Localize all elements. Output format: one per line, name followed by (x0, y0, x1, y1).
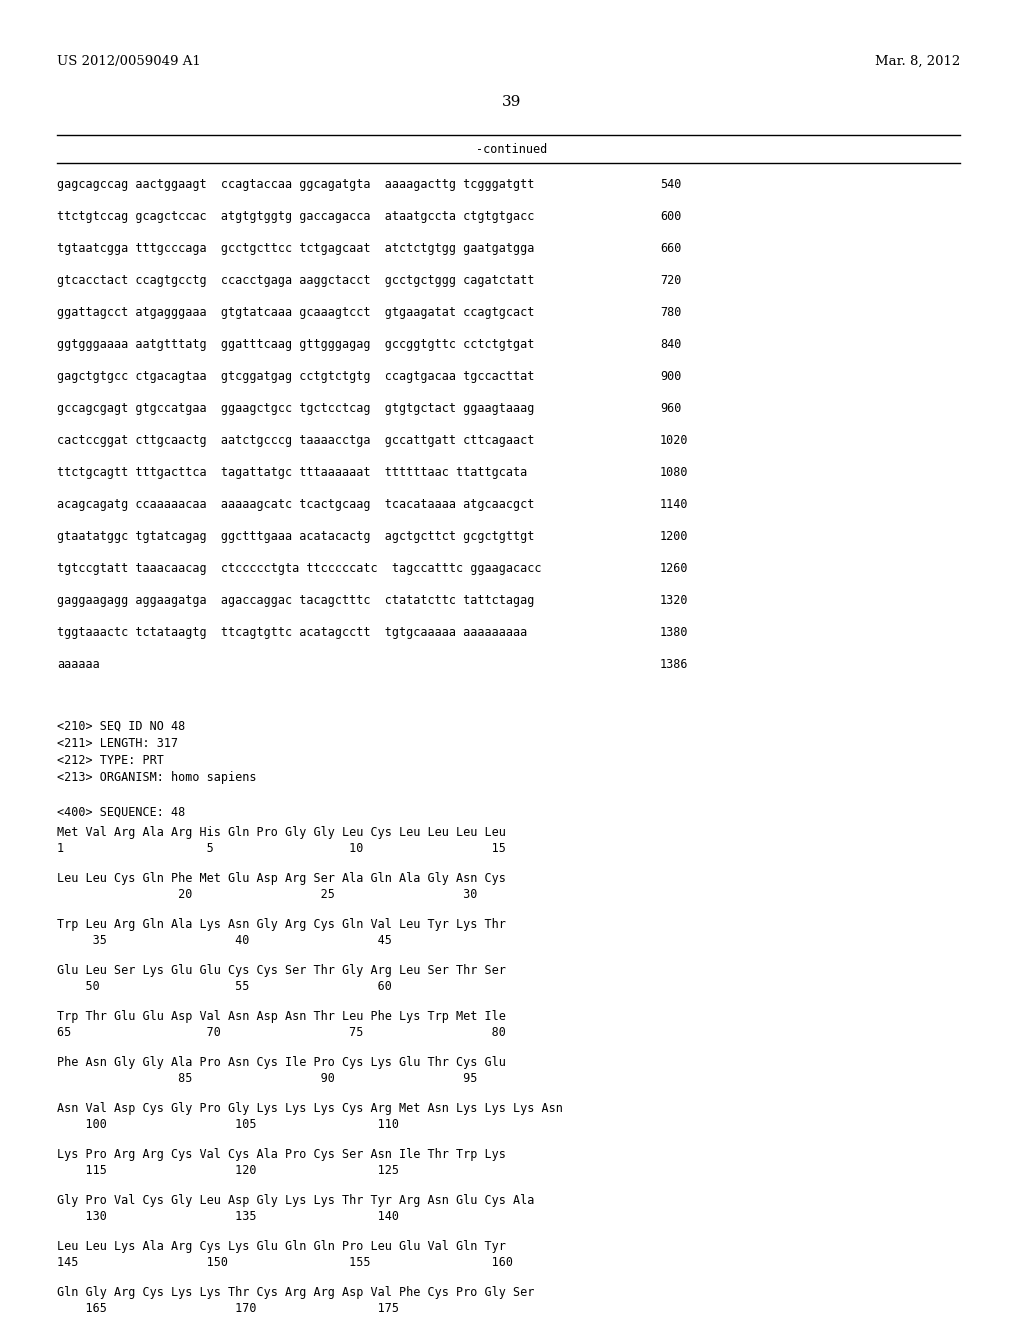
Text: Gly Pro Val Cys Gly Leu Asp Gly Lys Lys Thr Tyr Arg Asn Glu Cys Ala: Gly Pro Val Cys Gly Leu Asp Gly Lys Lys … (57, 1195, 535, 1206)
Text: 165                  170                 175: 165 170 175 (57, 1302, 399, 1315)
Text: 115                  120                 125: 115 120 125 (57, 1164, 399, 1177)
Text: ggattagcct atgagggaaa  gtgtatcaaa gcaaagtcct  gtgaagatat ccagtgcact: ggattagcct atgagggaaa gtgtatcaaa gcaaagt… (57, 306, 535, 319)
Text: Asn Val Asp Cys Gly Pro Gly Lys Lys Lys Cys Arg Met Asn Lys Lys Lys Asn: Asn Val Asp Cys Gly Pro Gly Lys Lys Lys … (57, 1102, 563, 1115)
Text: 1260: 1260 (660, 562, 688, 576)
Text: 145                  150                 155                 160: 145 150 155 160 (57, 1257, 513, 1269)
Text: 39: 39 (503, 95, 521, 110)
Text: 780: 780 (660, 306, 681, 319)
Text: tgtccgtatt taaacaacag  ctccccctgta ttcccccatc  tagccatttc ggaagacacc: tgtccgtatt taaacaacag ctccccctgta ttcccc… (57, 562, 542, 576)
Text: 35                  40                  45: 35 40 45 (57, 935, 392, 946)
Text: gagcagccag aactggaagt  ccagtaccaa ggcagatgta  aaaagacttg tcgggatgtt: gagcagccag aactggaagt ccagtaccaa ggcagat… (57, 178, 535, 191)
Text: tggtaaactc tctataagtg  ttcagtgttc acatagcctt  tgtgcaaaaa aaaaaaaaa: tggtaaactc tctataagtg ttcagtgttc acatagc… (57, 626, 527, 639)
Text: <210> SEQ ID NO 48: <210> SEQ ID NO 48 (57, 719, 185, 733)
Text: 1320: 1320 (660, 594, 688, 607)
Text: 900: 900 (660, 370, 681, 383)
Text: Glu Leu Ser Lys Glu Glu Cys Cys Ser Thr Gly Arg Leu Ser Thr Ser: Glu Leu Ser Lys Glu Glu Cys Cys Ser Thr … (57, 964, 506, 977)
Text: ttctgtccag gcagctccac  atgtgtggtg gaccagacca  ataatgccta ctgtgtgacc: ttctgtccag gcagctccac atgtgtggtg gaccaga… (57, 210, 535, 223)
Text: ggtgggaaaa aatgtttatg  ggatttcaag gttgggagag  gccggtgttc cctctgtgat: ggtgggaaaa aatgtttatg ggatttcaag gttggga… (57, 338, 535, 351)
Text: US 2012/0059049 A1: US 2012/0059049 A1 (57, 55, 201, 69)
Text: 130                  135                 140: 130 135 140 (57, 1210, 399, 1224)
Text: 50                   55                  60: 50 55 60 (57, 979, 392, 993)
Text: 540: 540 (660, 178, 681, 191)
Text: 1386: 1386 (660, 657, 688, 671)
Text: tgtaatcgga tttgcccaga  gcctgcttcc tctgagcaat  atctctgtgg gaatgatgga: tgtaatcgga tttgcccaga gcctgcttcc tctgagc… (57, 242, 535, 255)
Text: <211> LENGTH: 317: <211> LENGTH: 317 (57, 737, 178, 750)
Text: 720: 720 (660, 275, 681, 286)
Text: 100                  105                 110: 100 105 110 (57, 1118, 399, 1131)
Text: <213> ORGANISM: homo sapiens: <213> ORGANISM: homo sapiens (57, 771, 256, 784)
Text: 1020: 1020 (660, 434, 688, 447)
Text: 600: 600 (660, 210, 681, 223)
Text: ttctgcagtt tttgacttca  tagattatgc tttaaaaaat  ttttttaac ttattgcata: ttctgcagtt tttgacttca tagattatgc tttaaaa… (57, 466, 527, 479)
Text: 1200: 1200 (660, 531, 688, 543)
Text: 1140: 1140 (660, 498, 688, 511)
Text: gtaatatggc tgtatcagag  ggctttgaaa acatacactg  agctgcttct gcgctgttgt: gtaatatggc tgtatcagag ggctttgaaa acataca… (57, 531, 535, 543)
Text: <212> TYPE: PRT: <212> TYPE: PRT (57, 754, 164, 767)
Text: 1380: 1380 (660, 626, 688, 639)
Text: Lys Pro Arg Arg Cys Val Cys Ala Pro Cys Ser Asn Ile Thr Trp Lys: Lys Pro Arg Arg Cys Val Cys Ala Pro Cys … (57, 1148, 506, 1162)
Text: Gln Gly Arg Cys Lys Lys Thr Cys Arg Arg Asp Val Phe Cys Pro Gly Ser: Gln Gly Arg Cys Lys Lys Thr Cys Arg Arg … (57, 1286, 535, 1299)
Text: cactccggat cttgcaactg  aatctgcccg taaaacctga  gccattgatt cttcagaact: cactccggat cttgcaactg aatctgcccg taaaacc… (57, 434, 535, 447)
Text: Met Val Arg Ala Arg His Gln Pro Gly Gly Leu Cys Leu Leu Leu Leu: Met Val Arg Ala Arg His Gln Pro Gly Gly … (57, 826, 506, 840)
Text: Mar. 8, 2012: Mar. 8, 2012 (874, 55, 961, 69)
Text: 660: 660 (660, 242, 681, 255)
Text: gagctgtgcc ctgacagtaa  gtcggatgag cctgtctgtg  ccagtgacaa tgccacttat: gagctgtgcc ctgacagtaa gtcggatgag cctgtct… (57, 370, 535, 383)
Text: aaaaaa: aaaaaa (57, 657, 99, 671)
Text: 85                  90                  95: 85 90 95 (57, 1072, 477, 1085)
Text: Trp Leu Arg Gln Ala Lys Asn Gly Arg Cys Gln Val Leu Tyr Lys Thr: Trp Leu Arg Gln Ala Lys Asn Gly Arg Cys … (57, 917, 506, 931)
Text: 1080: 1080 (660, 466, 688, 479)
Text: acagcagatg ccaaaaacaa  aaaaagcatc tcactgcaag  tcacataaaa atgcaacgct: acagcagatg ccaaaaacaa aaaaagcatc tcactgc… (57, 498, 535, 511)
Text: Trp Thr Glu Glu Asp Val Asn Asp Asn Thr Leu Phe Lys Trp Met Ile: Trp Thr Glu Glu Asp Val Asn Asp Asn Thr … (57, 1010, 506, 1023)
Text: gtcacctact ccagtgcctg  ccacctgaga aaggctacct  gcctgctggg cagatctatt: gtcacctact ccagtgcctg ccacctgaga aaggcta… (57, 275, 535, 286)
Text: 1                    5                   10                  15: 1 5 10 15 (57, 842, 506, 855)
Text: gaggaagagg aggaagatga  agaccaggac tacagctttc  ctatatcttc tattctagag: gaggaagagg aggaagatga agaccaggac tacagct… (57, 594, 535, 607)
Text: Leu Leu Lys Ala Arg Cys Lys Glu Gln Gln Pro Leu Glu Val Gln Tyr: Leu Leu Lys Ala Arg Cys Lys Glu Gln Gln … (57, 1239, 506, 1253)
Text: 20                  25                  30: 20 25 30 (57, 888, 477, 902)
Text: <400> SEQUENCE: 48: <400> SEQUENCE: 48 (57, 807, 185, 818)
Text: Phe Asn Gly Gly Ala Pro Asn Cys Ile Pro Cys Lys Glu Thr Cys Glu: Phe Asn Gly Gly Ala Pro Asn Cys Ile Pro … (57, 1056, 506, 1069)
Text: gccagcgagt gtgccatgaa  ggaagctgcc tgctcctcag  gtgtgctact ggaagtaaag: gccagcgagt gtgccatgaa ggaagctgcc tgctcct… (57, 403, 535, 414)
Text: 840: 840 (660, 338, 681, 351)
Text: Leu Leu Cys Gln Phe Met Glu Asp Arg Ser Ala Gln Ala Gly Asn Cys: Leu Leu Cys Gln Phe Met Glu Asp Arg Ser … (57, 873, 506, 884)
Text: 960: 960 (660, 403, 681, 414)
Text: -continued: -continued (476, 143, 548, 156)
Text: 65                   70                  75                  80: 65 70 75 80 (57, 1026, 506, 1039)
